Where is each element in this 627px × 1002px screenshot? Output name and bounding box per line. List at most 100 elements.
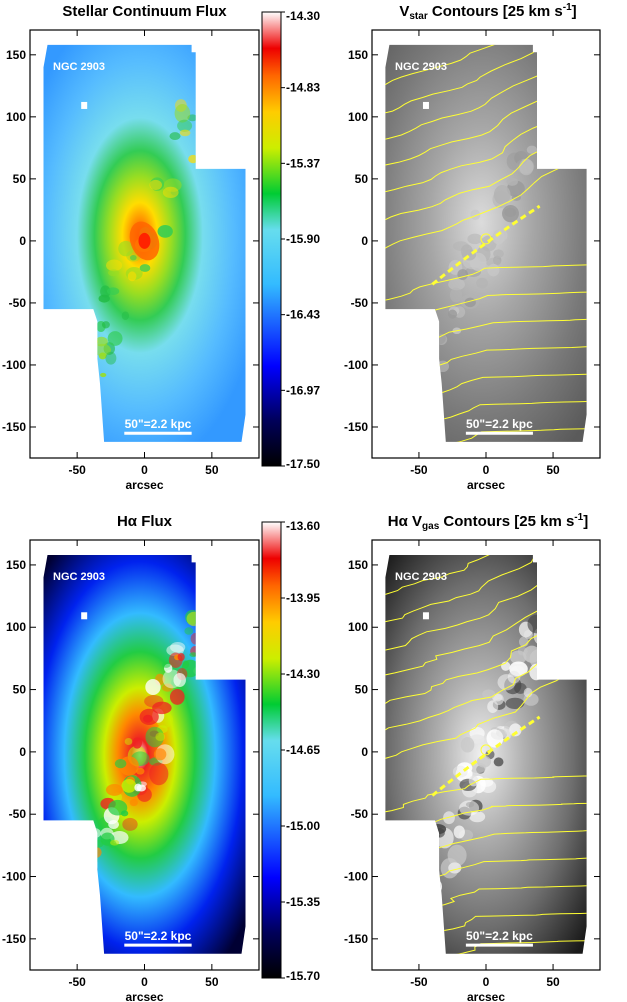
- y-tick-label: -100: [2, 358, 26, 372]
- x-tick-label: -50: [410, 463, 428, 477]
- x-tick-label: 0: [141, 463, 148, 477]
- scale-bar-label: 50"=2.2 kpc: [125, 929, 192, 943]
- y-tick-label: -50: [9, 807, 27, 821]
- colorbar-tick-label: -17.50: [286, 457, 320, 471]
- y-tick-label: -100: [344, 870, 368, 884]
- masked-pixels: [422, 612, 429, 620]
- x-axis-label: arcsec: [467, 478, 505, 492]
- scale-bar-label: 50"=2.2 kpc: [466, 417, 533, 431]
- x-tick-label: 50: [205, 463, 219, 477]
- y-tick-label: 0: [361, 234, 368, 248]
- panel-title: Vstar Contours [25 km s-1]: [399, 2, 576, 22]
- panel-title: Hα Flux: [117, 513, 173, 530]
- galaxy-image: [43, 44, 246, 442]
- colorbar-tick-label: -13.95: [286, 591, 320, 605]
- y-tick-label: 100: [6, 620, 26, 634]
- nucleus-contour: [480, 744, 492, 756]
- x-tick-label: -50: [68, 463, 86, 477]
- x-tick-label: -50: [68, 975, 86, 989]
- colorbar-tick-label: -14.65: [286, 743, 320, 757]
- colorbar-tick-label: -15.70: [286, 969, 320, 983]
- colorbar-2: -13.60 -13.95 -14.30 -14.65 -15.00 -15.35 -15.…: [261, 519, 320, 983]
- y-tick-label: 100: [348, 110, 368, 124]
- panel-title: Hα Vgas Contours [25 km s-1]: [388, 512, 588, 532]
- panel-p4: 150 100 50 0 -50 -100 -150 -50 0 50 arcsec NGC 2903…: [344, 512, 601, 1002]
- y-tick-label: -150: [344, 932, 368, 946]
- panel-title: Stellar Continuum Flux: [62, 3, 227, 20]
- x-tick-label: 0: [483, 975, 490, 989]
- scale-bar-label: 50"=2.2 kpc: [466, 929, 533, 943]
- x-tick-label: 50: [546, 463, 560, 477]
- y-tick-label: -150: [344, 420, 368, 434]
- x-axis-label: arcsec: [467, 990, 505, 1002]
- x-axis-label: arcsec: [125, 990, 163, 1002]
- zero-velocity-contour: [431, 715, 541, 797]
- scale-bar-label: 50"=2.2 kpc: [125, 417, 192, 431]
- y-tick-label: -100: [2, 870, 26, 884]
- colorbar-tick-label: -16.43: [286, 308, 320, 322]
- y-tick-label: -50: [9, 296, 27, 310]
- y-tick-label: 150: [6, 48, 26, 62]
- nucleus-contour: [480, 233, 492, 245]
- y-tick-label: 50: [13, 683, 27, 697]
- x-axis-label: arcsec: [125, 478, 163, 492]
- colorbar-tick-label: -15.00: [286, 819, 320, 833]
- zero-velocity-contour: [431, 204, 541, 286]
- y-tick-label: 50: [355, 172, 369, 186]
- y-tick-label: 150: [348, 48, 368, 62]
- galaxy-name: NGC 2903: [395, 61, 447, 73]
- masked-pixels: [81, 612, 88, 620]
- title-part: -1: [563, 2, 572, 13]
- x-tick-label: -50: [410, 975, 428, 989]
- panel-p3: 150 100 50 0 -50 -100 -150 -50 0 50 arcsec NGC 2903…: [2, 513, 260, 1002]
- title-part: star: [409, 11, 427, 22]
- y-tick-label: 100: [348, 620, 368, 634]
- y-tick-label: -100: [344, 358, 368, 372]
- title-part: -1: [574, 512, 583, 523]
- colorbar-gradient: [261, 521, 282, 979]
- galaxy-name: NGC 2903: [53, 571, 105, 583]
- title-part: Contours [25 km s: [439, 513, 574, 530]
- colorbar-tick-label: -14.83: [286, 81, 320, 95]
- y-tick-label: -150: [2, 932, 26, 946]
- x-tick-label: 50: [546, 975, 560, 989]
- masked-pixels: [422, 101, 429, 109]
- colorbar-tick-label: -14.30: [286, 667, 320, 681]
- title-part: ]: [583, 513, 588, 530]
- title-part: Hα V: [388, 513, 422, 530]
- x-tick-label: 50: [205, 975, 219, 989]
- galaxy-name: NGC 2903: [53, 61, 105, 73]
- title-part: V: [399, 3, 409, 20]
- title-part: Contours [25 km s: [428, 3, 563, 20]
- y-tick-label: -150: [2, 420, 26, 434]
- y-tick-label: 0: [19, 745, 26, 759]
- colorbar-tick-label: -15.35: [286, 895, 320, 909]
- colorbar-tick-label: -14.30: [286, 9, 320, 23]
- galaxy-name: NGC 2903: [395, 571, 447, 583]
- colorbar-tick-label: -15.37: [286, 156, 320, 170]
- colorbar-gradient: [261, 11, 282, 467]
- y-tick-label: -50: [351, 807, 369, 821]
- colorbar-tick-label: -16.97: [286, 383, 320, 397]
- galaxy-image: [43, 555, 246, 954]
- x-tick-label: 0: [483, 463, 490, 477]
- x-tick-label: 0: [141, 975, 148, 989]
- colorbar-tick-label: -15.90: [286, 232, 320, 246]
- y-tick-label: 0: [19, 234, 26, 248]
- colorbar-1: -14.30 -14.83 -15.37 -15.90 -16.43 -16.97 -17.…: [261, 9, 320, 471]
- colorbar-tick-label: -13.60: [286, 519, 320, 533]
- y-tick-label: 150: [6, 558, 26, 572]
- title-part: ]: [572, 3, 577, 20]
- panel-p2: 150 100 50 0 -50 -100 -150 -50 0 50 arcsec NGC 2903…: [344, 2, 601, 492]
- title-part: Hα Flux: [117, 513, 173, 530]
- panel-p1: 150 100 50 0 -50 -100 -150 -50 0 50 arcsec NGC 2903…: [2, 3, 260, 492]
- y-tick-label: -50: [351, 296, 369, 310]
- y-tick-label: 100: [6, 110, 26, 124]
- y-tick-label: 150: [348, 558, 368, 572]
- y-tick-label: 0: [361, 745, 368, 759]
- y-tick-label: 50: [355, 683, 369, 697]
- masked-pixels: [81, 101, 88, 109]
- y-tick-label: 50: [13, 172, 27, 186]
- title-part: gas: [422, 521, 440, 532]
